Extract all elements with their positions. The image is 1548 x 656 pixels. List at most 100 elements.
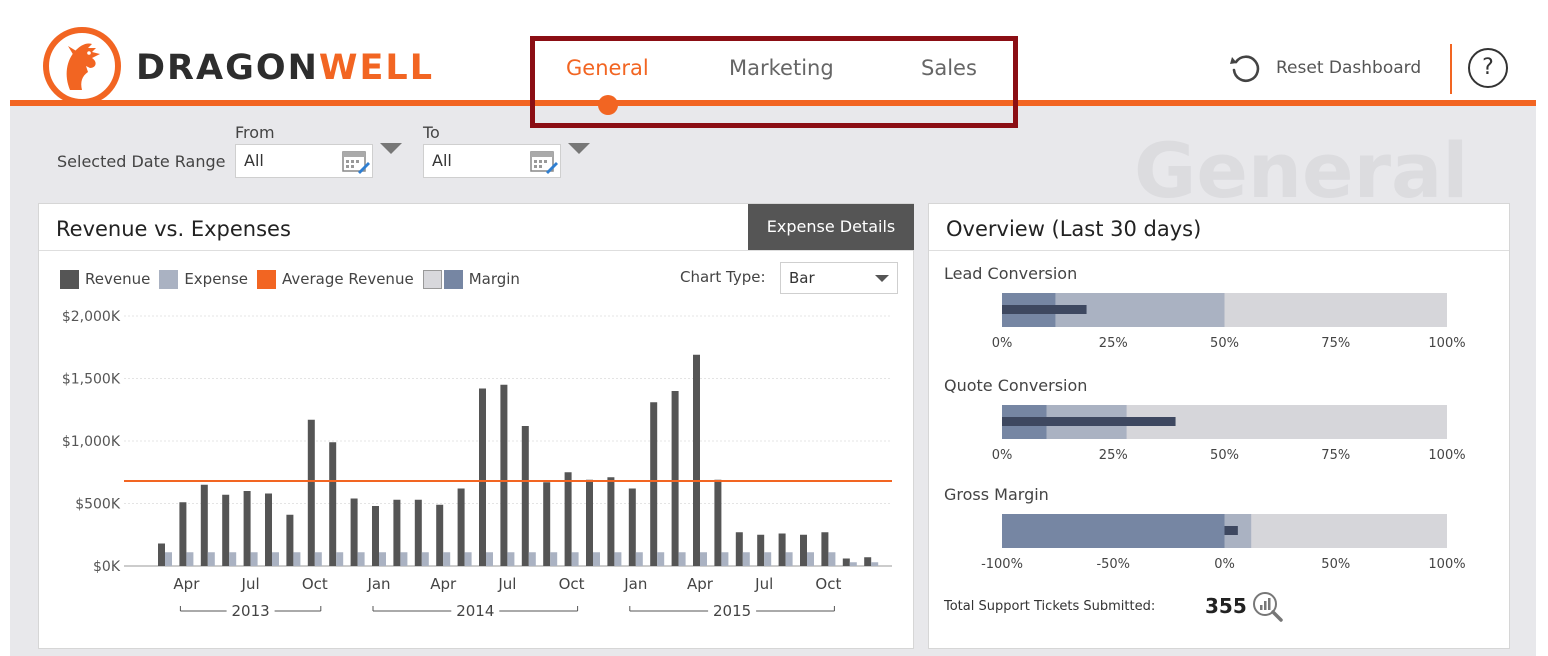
revenue-bar[interactable]: [735, 532, 743, 566]
revenue-bar[interactable]: [650, 402, 658, 566]
expense-bar[interactable]: [443, 552, 451, 566]
revenue-bar[interactable]: [457, 488, 465, 567]
revenue-bar[interactable]: [479, 388, 486, 567]
revenue-bar[interactable]: [158, 543, 165, 567]
expense-bar[interactable]: [357, 552, 365, 566]
revenue-bar[interactable]: [414, 499, 422, 566]
legend-label-average: Average Revenue: [281, 270, 414, 288]
revenue-bar[interactable]: [564, 472, 572, 566]
expense-bar[interactable]: [807, 552, 814, 566]
revenue-bar[interactable]: [179, 502, 187, 566]
expense-bar[interactable]: [871, 562, 879, 566]
revenue-bar[interactable]: [628, 488, 636, 567]
expense-bar[interactable]: [593, 552, 600, 566]
revenue-bar[interactable]: [286, 514, 294, 566]
legend-item-expense[interactable]: Expense: [159, 269, 248, 289]
expense-details-button[interactable]: Expense Details: [748, 204, 914, 250]
revenue-bar[interactable]: [350, 498, 358, 567]
tab-sales[interactable]: Sales: [921, 56, 977, 80]
revenue-expenses-panel: Revenue vs. Expenses Expense Details Rev…: [38, 203, 914, 649]
expense-bar[interactable]: [678, 552, 686, 566]
revenue-bar[interactable]: [307, 419, 315, 566]
legend-item-revenue[interactable]: Revenue: [60, 269, 150, 289]
revenue-bar[interactable]: [693, 354, 700, 566]
revenue-bar[interactable]: [757, 534, 765, 566]
reset-dashboard-button[interactable]: Reset Dashboard: [1228, 52, 1421, 84]
expense-bar[interactable]: [379, 552, 386, 566]
expense-bar[interactable]: [700, 552, 707, 566]
expense-bar[interactable]: [614, 552, 622, 566]
expense-bar[interactable]: [421, 552, 429, 566]
expense-bar[interactable]: [785, 552, 793, 566]
y-tick-label: $1,000K: [62, 434, 121, 450]
expense-bar[interactable]: [165, 552, 172, 566]
expense-bar[interactable]: [314, 552, 322, 566]
expense-bar[interactable]: [207, 552, 215, 566]
revenue-bar[interactable]: [243, 491, 251, 566]
revenue-bar[interactable]: [821, 532, 829, 566]
expense-bar[interactable]: [742, 552, 750, 566]
calendar-icon[interactable]: [342, 148, 370, 174]
expense-bar[interactable]: [486, 552, 493, 566]
revenue-bar[interactable]: [521, 426, 529, 566]
expense-bar[interactable]: [721, 552, 729, 566]
revenue-bar[interactable]: [393, 499, 401, 566]
expense-bar[interactable]: [828, 552, 836, 566]
expense-bar[interactable]: [400, 552, 408, 566]
expense-bar[interactable]: [272, 552, 279, 566]
revenue-bar[interactable]: [222, 494, 230, 566]
bullet-tick-label: 100%: [1428, 448, 1465, 463]
revenue-bar[interactable]: [436, 504, 444, 566]
revenue-bar[interactable]: [714, 479, 722, 566]
revenue-bar[interactable]: [586, 479, 593, 566]
tab-general[interactable]: General: [566, 56, 649, 80]
revenue-bar[interactable]: [265, 493, 272, 567]
expense-bar[interactable]: [507, 552, 515, 566]
chart-zoom-icon[interactable]: [1251, 590, 1285, 624]
to-dropdown-arrow-icon[interactable]: [568, 143, 590, 154]
expense-bar[interactable]: [764, 552, 772, 566]
bullet-value-bar[interactable]: [1002, 417, 1176, 426]
bullet-tick-label: 25%: [1099, 336, 1128, 351]
expense-bar[interactable]: [657, 552, 665, 566]
revenue-bar[interactable]: [329, 442, 337, 566]
year-label: 2014: [456, 602, 494, 620]
revenue-bar[interactable]: [671, 391, 679, 566]
brand-logo[interactable]: DRAGONWELL: [136, 48, 434, 88]
expense-bar[interactable]: [293, 552, 301, 566]
expense-bar[interactable]: [464, 552, 472, 566]
revenue-bar[interactable]: [500, 384, 508, 566]
legend-item-average-revenue[interactable]: Average Revenue: [256, 269, 414, 289]
revenue-bar[interactable]: [800, 534, 807, 566]
legend-swatch-revenue: [60, 269, 79, 289]
expense-bar[interactable]: [250, 552, 258, 566]
expense-bar[interactable]: [550, 552, 558, 566]
revenue-bar[interactable]: [778, 533, 786, 567]
from-dropdown-arrow-icon[interactable]: [380, 143, 402, 154]
bullet-value-bar[interactable]: [1002, 305, 1087, 314]
revenue-panel-title: Revenue vs. Expenses: [56, 217, 291, 241]
bullet-value-bar[interactable]: [1224, 526, 1238, 535]
calendar-icon[interactable]: [530, 148, 558, 174]
expense-bar[interactable]: [849, 562, 857, 566]
expense-bar[interactable]: [336, 552, 344, 566]
revenue-bar[interactable]: [864, 557, 872, 566]
legend-label-margin: Margin: [468, 270, 520, 288]
revenue-bar[interactable]: [372, 506, 379, 566]
revenue-bar[interactable]: [842, 558, 850, 567]
revenue-bar[interactable]: [200, 484, 208, 566]
expense-bar[interactable]: [528, 552, 536, 566]
gross-margin-label: Gross Margin: [944, 485, 1049, 504]
revenue-bar[interactable]: [543, 482, 551, 566]
expense-bar[interactable]: [229, 552, 237, 566]
tab-marketing[interactable]: Marketing: [729, 56, 834, 80]
expense-bar[interactable]: [186, 552, 194, 566]
expense-bar[interactable]: [635, 552, 643, 566]
chart-type-select[interactable]: Bar: [780, 262, 898, 294]
legend-item-margin[interactable]: Margin: [422, 269, 520, 289]
reset-dashboard-label: Reset Dashboard: [1276, 58, 1422, 78]
help-button[interactable]: ?: [1468, 48, 1508, 88]
revenue-bar[interactable]: [607, 477, 615, 566]
expense-bar[interactable]: [571, 552, 579, 566]
bullet-tick-label: 75%: [1321, 448, 1350, 463]
